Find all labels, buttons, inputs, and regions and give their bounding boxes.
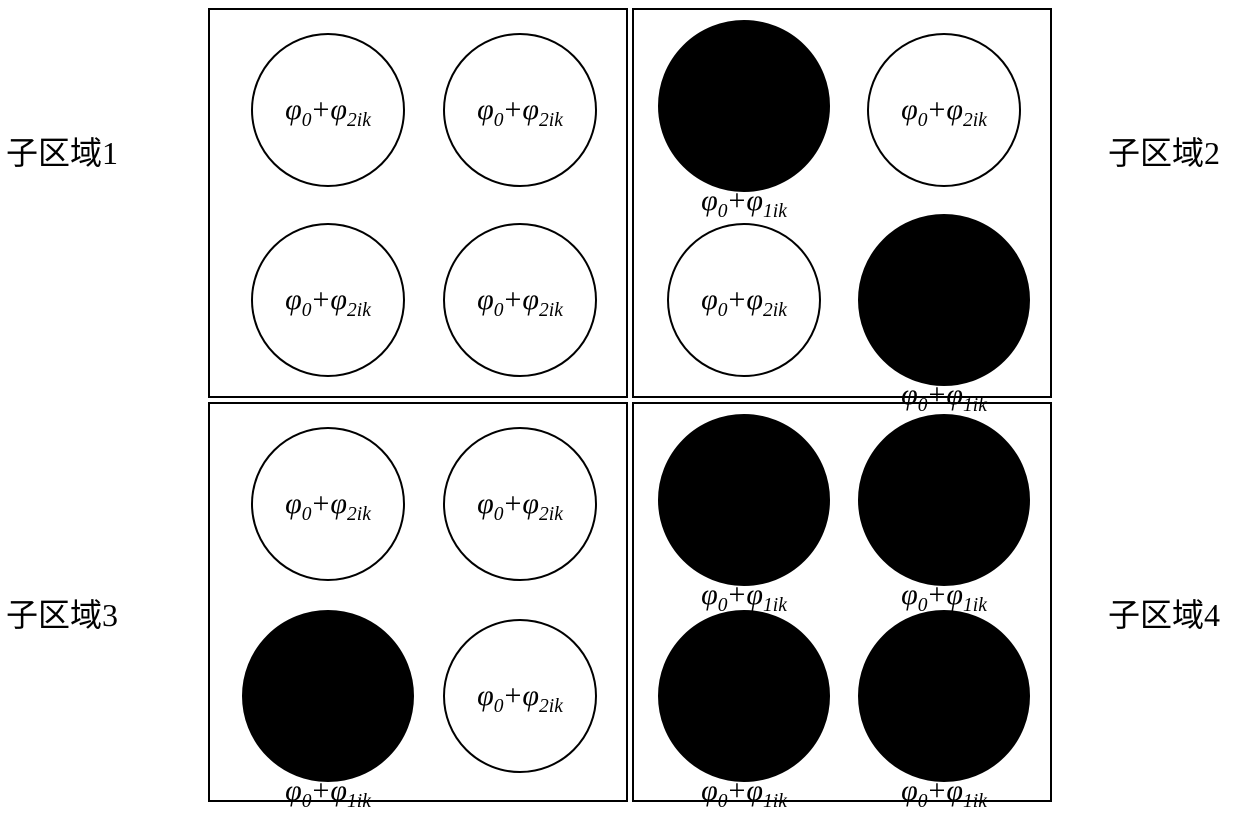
formula-phi1: φ0+φ1ik [876, 380, 1012, 416]
formula-phi2: φ0+φ2ik [452, 95, 588, 131]
circle-r4-1-0 [658, 610, 830, 782]
formula-phi2: φ0+φ2ik [260, 489, 396, 525]
formula-phi1: φ0+φ1ik [676, 776, 812, 812]
formula-phi2: φ0+φ2ik [260, 285, 396, 321]
circle-r2-1-1 [858, 214, 1030, 386]
region1-label: 子区域1 [6, 128, 118, 174]
circle-r4-1-1 [858, 610, 1030, 782]
region3-label: 子区域3 [6, 590, 118, 636]
region2-label: 子区域2 [1108, 128, 1220, 174]
formula-phi2: φ0+φ2ik [452, 681, 588, 717]
region4-label: 子区域4 [1108, 590, 1220, 636]
formula-phi1: φ0+φ1ik [676, 186, 812, 222]
formula-phi2: φ0+φ2ik [452, 285, 588, 321]
formula-phi2: φ0+φ2ik [452, 489, 588, 525]
circle-r4-0-0 [658, 414, 830, 586]
formula-phi1: φ0+φ1ik [260, 776, 396, 812]
formula-phi2: φ0+φ2ik [260, 95, 396, 131]
formula-phi1: φ0+φ1ik [876, 776, 1012, 812]
diagram-canvas: 子区域1 子区域2 子区域3 子区域4 φ0+φ2ik φ0+φ2ik φ0+φ2ik φ0+… [0, 0, 1240, 817]
formula-phi2: φ0+φ2ik [676, 285, 812, 321]
circle-r2-0-0 [658, 20, 830, 192]
circle-r4-0-1 [858, 414, 1030, 586]
formula-phi2: φ0+φ2ik [876, 95, 1012, 131]
circle-r3-1-0 [242, 610, 414, 782]
